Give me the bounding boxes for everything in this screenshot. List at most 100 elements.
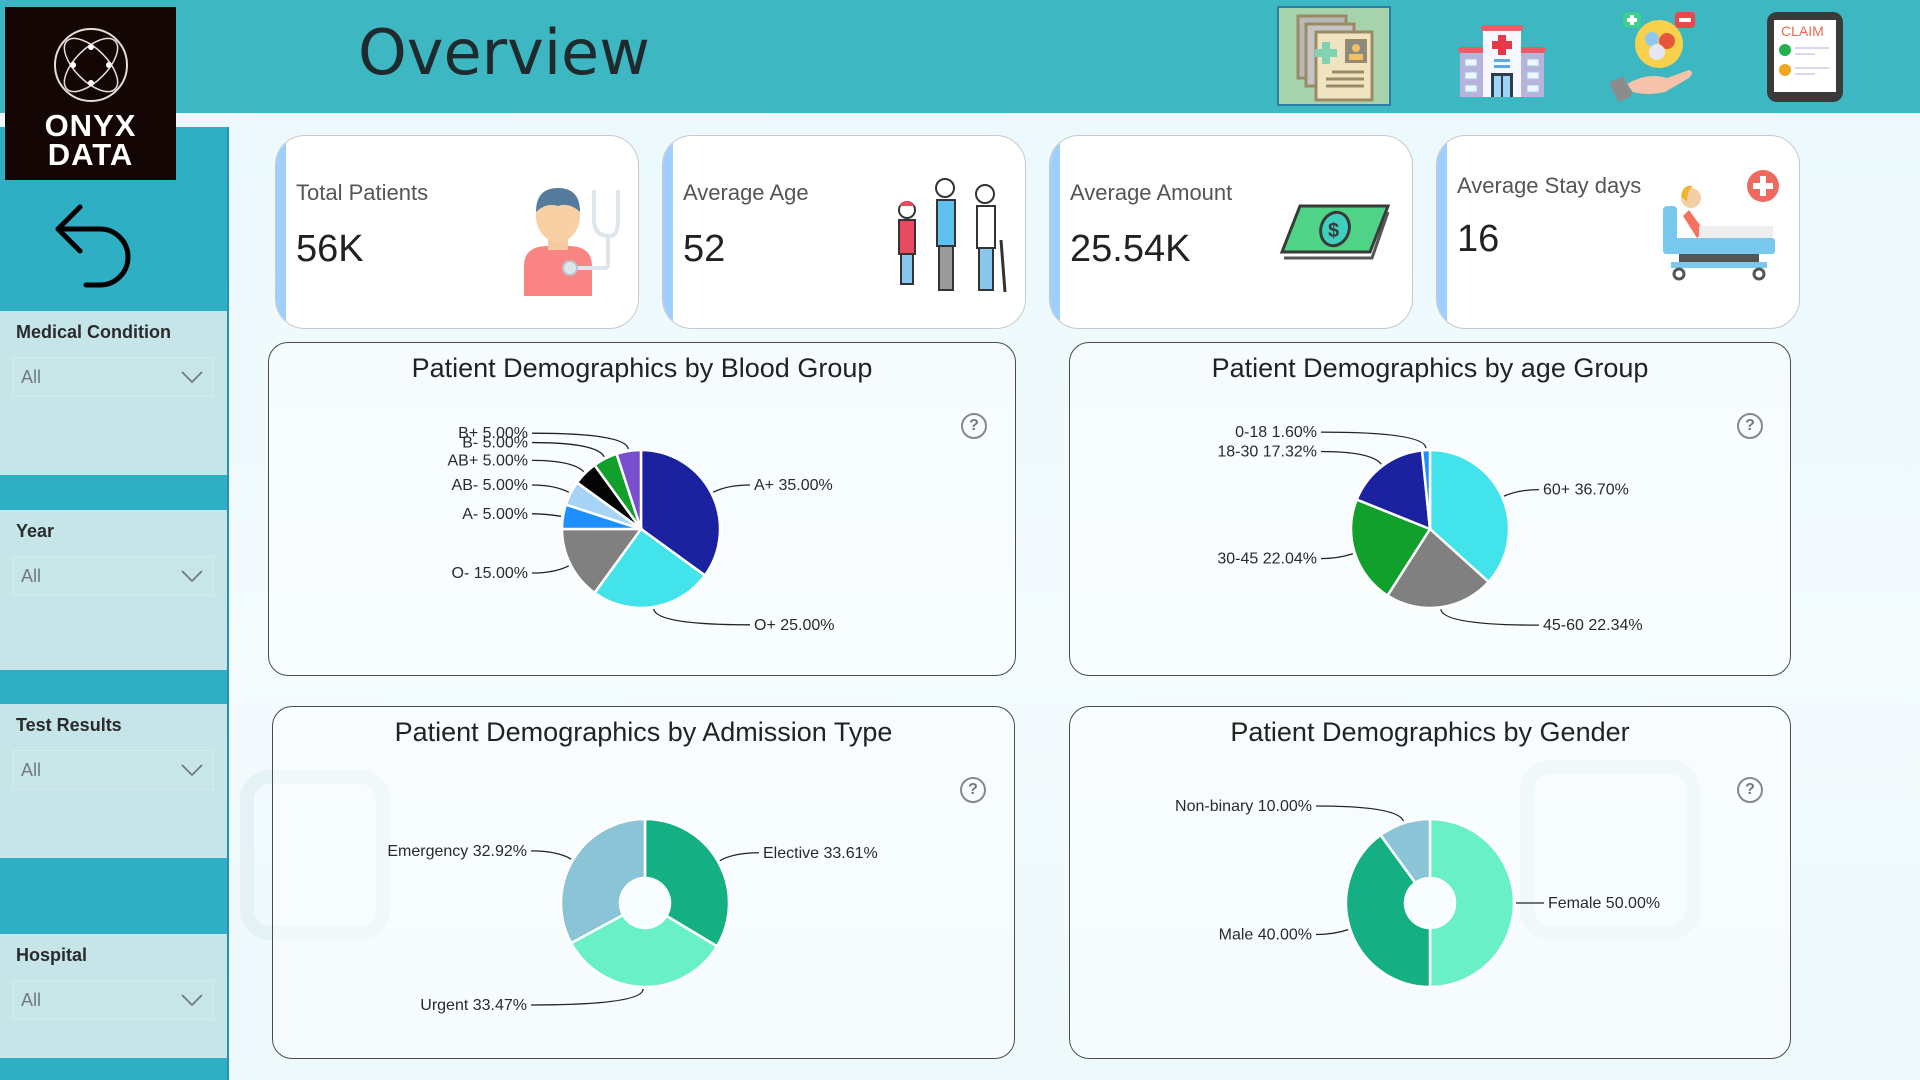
data-label: 60+ 36.70% <box>1543 482 1629 499</box>
chart-panel-gender: Patient Demographics by Gender ? Female … <box>1069 706 1791 1059</box>
medical-condition-dropdown[interactable]: All <box>12 357 214 397</box>
watermark-kit <box>1520 760 1700 940</box>
chevron-down-icon <box>181 764 203 776</box>
watermark-cross <box>240 770 390 940</box>
pie-slice-a-[interactable] <box>639 448 722 578</box>
filter-hospital: Hospital All <box>0 934 227 1058</box>
pie-slice-30-45[interactable] <box>1349 497 1432 598</box>
pie-slice-o-[interactable] <box>560 527 644 595</box>
claim-tablet-icon: CLAIM <box>1767 12 1843 102</box>
data-label: A+ 35.00% <box>754 477 833 494</box>
kpi-label: Average Age <box>683 180 809 205</box>
hospital-icon <box>1458 25 1546 97</box>
kpi-label: Total Patients <box>296 180 429 205</box>
kpi-card-average-age: Average Age 52 <box>662 135 1026 329</box>
dropdown-value: All <box>21 989 42 1010</box>
page-title: Overview <box>358 16 650 89</box>
chart-title: Patient Demographics by Blood Group <box>411 353 873 383</box>
kpi-value: 16 <box>1457 218 1500 260</box>
help-icon[interactable]: ? <box>960 777 986 803</box>
blood-group-pie-chart: A+ 35.00% O+ 25.00% O- 15.00% A- 5.00% AB- 5… <box>448 425 835 634</box>
data-label: B- 5.00% <box>462 435 528 452</box>
kpi-value: 56K <box>296 228 364 270</box>
dropdown-value: All <box>21 366 42 387</box>
svg-text:CLAIM: CLAIM <box>1781 23 1824 39</box>
chevron-down-icon <box>181 371 203 383</box>
filter-sidebar: Medical Condition All Year All Test Resu… <box>0 127 229 1080</box>
doctor-icon <box>524 188 620 296</box>
data-label: B+ 5.00% <box>458 425 528 442</box>
data-label: AB- 5.00% <box>452 477 528 494</box>
pie-slice-60-[interactable] <box>1428 448 1511 584</box>
nav-hospital-button[interactable] <box>1445 6 1559 106</box>
chart-title: Patient Demographics by age Group <box>1211 353 1649 383</box>
kpi-label: Average Stay days <box>1457 173 1642 198</box>
logo-text-line2: DATA <box>47 137 134 172</box>
test-results-dropdown[interactable]: All <box>12 750 214 790</box>
data-label: A- 5.00% <box>462 506 528 523</box>
data-label: Emergency 32.92% <box>387 843 527 860</box>
filter-year: Year All <box>0 510 227 670</box>
kpi-label: Average Amount <box>1070 180 1233 205</box>
kpi-card-total-patients: Total Patients 56K <box>275 135 639 329</box>
kpi-card-average-amount: Average Amount 25.54K $ <box>1049 135 1413 329</box>
chart-title: Patient Demographics by Admission Type <box>394 717 893 747</box>
gender-donut-chart: Female 50.00% Male 40.00% Non-binary 10.00… <box>1175 798 1660 989</box>
pie-slice-non-binary[interactable] <box>1378 817 1432 885</box>
data-label: 45-60 22.34% <box>1543 617 1643 634</box>
age-people-icon <box>898 178 1007 293</box>
data-label: Urgent 33.47% <box>420 997 527 1014</box>
help-icon[interactable]: ? <box>1737 777 1763 803</box>
data-label: 0-18 1.60% <box>1235 424 1317 441</box>
pie-slice-o-[interactable] <box>592 527 707 610</box>
data-label: O+ 25.00% <box>754 617 835 634</box>
nav-patient-records-button[interactable] <box>1277 6 1391 106</box>
chevron-down-icon <box>181 994 203 1006</box>
filter-test-results: Test Results All <box>0 704 227 858</box>
pie-slice-45-60[interactable] <box>1385 527 1491 610</box>
header-bar: Overview <box>0 0 1920 113</box>
data-label: AB+ 5.00% <box>448 452 529 469</box>
data-label: Female 50.00% <box>1548 895 1660 912</box>
kpi-card-average-stay: Average Stay days 16 <box>1436 135 1800 329</box>
filter-label: Hospital <box>16 945 88 965</box>
medication-care-icon <box>1610 12 1695 102</box>
data-label: 30-45 22.04% <box>1217 551 1317 568</box>
filter-medical-condition: Medical Condition All <box>0 311 227 475</box>
kpi-value: 25.54K <box>1070 228 1191 270</box>
age-group-pie-chart: 60+ 36.70% 45-60 22.34% 30-45 22.04% 18-30 … <box>1217 424 1643 634</box>
hospital-dropdown[interactable]: All <box>12 980 214 1020</box>
svg-text:$: $ <box>1328 220 1339 242</box>
pie-slice-elective[interactable] <box>643 817 731 948</box>
filter-label: Test Results <box>16 715 122 735</box>
filter-label: Medical Condition <box>16 322 171 342</box>
chart-panel-age-group: Patient Demographics by age Group ? 60+ … <box>1069 342 1791 676</box>
pie-slice-male[interactable] <box>1344 833 1432 989</box>
kpi-value: 52 <box>683 228 726 270</box>
nav-medication-button[interactable] <box>1600 6 1714 106</box>
back-button[interactable] <box>50 199 140 289</box>
pie-slice-0-18[interactable] <box>1420 448 1432 530</box>
dropdown-value: All <box>21 759 42 780</box>
pie-slice-18-30[interactable] <box>1355 449 1432 531</box>
data-label: Non-binary 10.00% <box>1175 798 1312 815</box>
patient-records-icon <box>1296 14 1374 102</box>
data-label: 18-30 17.32% <box>1217 443 1317 460</box>
dropdown-value: All <box>21 565 42 586</box>
pie-slice-female[interactable] <box>1428 817 1516 989</box>
year-dropdown[interactable]: All <box>12 556 214 596</box>
help-icon[interactable]: ? <box>1737 413 1763 439</box>
nav-claim-button[interactable]: CLAIM <box>1748 6 1862 106</box>
hospital-bed-icon <box>1663 170 1779 281</box>
help-icon[interactable]: ? <box>961 413 987 439</box>
data-label: Elective 33.61% <box>763 845 878 862</box>
pie-slice-urgent[interactable] <box>569 913 719 989</box>
pie-slice-b-[interactable] <box>615 448 643 530</box>
chart-panel-admission-type: Patient Demographics by Admission Type ?… <box>272 706 1015 1059</box>
onyx-data-logo: ONYX DATA <box>5 7 176 180</box>
globe-network-icon <box>53 28 128 102</box>
chart-panel-blood-group: Patient Demographics by Blood Group ? A+… <box>268 342 1016 676</box>
back-arrow-icon <box>55 204 131 288</box>
pie-slice-emergency[interactable] <box>559 817 647 945</box>
data-label: O- 15.00% <box>452 565 528 582</box>
